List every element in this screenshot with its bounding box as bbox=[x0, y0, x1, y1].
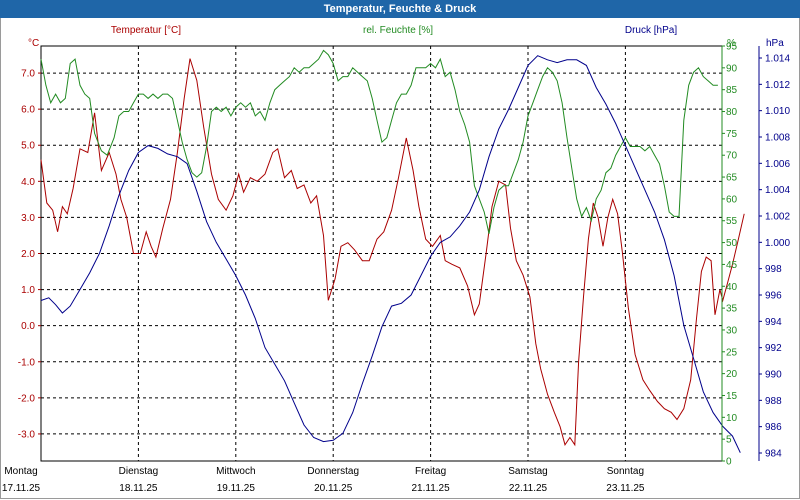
pressure-tick-label: 994 bbox=[765, 317, 782, 328]
temperature-tick-label: 2.0 bbox=[21, 249, 35, 260]
x-day-label: Samstag bbox=[508, 466, 547, 477]
x-date-label: 23.11.25 bbox=[606, 483, 645, 494]
pressure-tick-label: 1.010 bbox=[765, 106, 790, 117]
pressure-tick-label: 992 bbox=[765, 343, 782, 354]
temperature-tick-label: 3.0 bbox=[21, 213, 35, 224]
grid-lines bbox=[40, 45, 723, 462]
humidity-tick-label: 55 bbox=[726, 216, 738, 227]
chart-svg: 7.0 6.0 5.0 4.0 3.0 2.0 1.0 0.0 -1.0 -2.0 -3.0 °C Te… bbox=[2, 25, 791, 494]
x-date-label: 18.11.25 bbox=[119, 483, 158, 494]
pressure-tick-label: 990 bbox=[765, 370, 782, 381]
temperature-tick-label: -2.0 bbox=[18, 393, 36, 404]
data-series bbox=[40, 49, 745, 453]
series-line-temperature bbox=[40, 58, 745, 447]
x-day-label: Mittwoch bbox=[216, 466, 255, 477]
humidity-tick-label: 90 bbox=[726, 63, 738, 74]
humidity-tick-label: 0 bbox=[726, 457, 732, 468]
x-day-label: Freitag bbox=[415, 466, 446, 477]
humidity-tick-label: 65 bbox=[726, 173, 738, 184]
humidity-tick-label: 75 bbox=[726, 129, 738, 140]
pressure-tick-label: 1.014 bbox=[765, 54, 790, 65]
humidity-tick-label: 45 bbox=[726, 260, 738, 271]
temperature-tick-label: 5.0 bbox=[21, 141, 35, 152]
humidity-tick-label: 95 bbox=[726, 42, 738, 53]
humidity-axis-title: rel. Feuchte [%] bbox=[363, 25, 433, 36]
x-day-label: Donnerstag bbox=[307, 466, 359, 477]
temperature-tick-label: 4.0 bbox=[21, 177, 35, 188]
humidity-tick-label: 20 bbox=[726, 369, 738, 380]
temperature-unit-label: °C bbox=[28, 38, 39, 49]
temperature-tick-label: 0.0 bbox=[21, 321, 35, 332]
temperature-tick-label: 7.0 bbox=[21, 69, 35, 80]
pressure-tick-label: 988 bbox=[765, 396, 782, 407]
x-day-label: Sonntag bbox=[607, 466, 644, 477]
temperature-axis-title: Temperatur [°C] bbox=[111, 25, 181, 36]
humidity-unit-label: % bbox=[727, 38, 736, 49]
temperature-tick-label: -1.0 bbox=[18, 357, 36, 368]
pressure-tick-label: 1.012 bbox=[765, 80, 790, 91]
humidity-tick-label: 25 bbox=[726, 347, 738, 358]
x-day-label: Dienstag bbox=[119, 466, 158, 477]
pressure-tick-label: 986 bbox=[765, 422, 782, 433]
humidity-tick-label: 50 bbox=[726, 238, 738, 249]
x-date-label: 17.11.25 bbox=[2, 483, 41, 494]
humidity-tick-label: 40 bbox=[726, 282, 738, 293]
axes: 7.0 6.0 5.0 4.0 3.0 2.0 1.0 0.0 -1.0 -2.0 -3.0 °C Te… bbox=[2, 25, 791, 494]
x-date-label: 21.11.25 bbox=[412, 483, 451, 494]
humidity-tick-label: 35 bbox=[726, 304, 738, 315]
x-date-label: 20.11.25 bbox=[314, 483, 353, 494]
humidity-tick-label: 15 bbox=[726, 391, 738, 402]
pressure-tick-label: 996 bbox=[765, 291, 782, 302]
chart-frame: 7.0 6.0 5.0 4.0 3.0 2.0 1.0 0.0 -1.0 -2.0 -3.0 °C Te… bbox=[0, 18, 800, 499]
humidity-tick-label: 80 bbox=[726, 107, 738, 118]
pressure-tick-label: 984 bbox=[765, 449, 782, 460]
temperature-tick-label: 6.0 bbox=[21, 105, 35, 116]
humidity-tick-label: 30 bbox=[726, 325, 738, 336]
humidity-tick-label: 5 bbox=[726, 435, 732, 446]
pressure-axis-title: Druck [hPa] bbox=[625, 25, 677, 36]
pressure-tick-label: 998 bbox=[765, 264, 782, 275]
temperature-tick-label: 1.0 bbox=[21, 285, 35, 296]
humidity-tick-label: 10 bbox=[726, 413, 738, 424]
series-line-pressure bbox=[40, 55, 741, 453]
pressure-tick-label: 1.000 bbox=[765, 238, 790, 249]
pressure-tick-label: 1.002 bbox=[765, 212, 790, 223]
series-line-humidity bbox=[40, 49, 718, 234]
x-date-label: 19.11.25 bbox=[217, 483, 256, 494]
pressure-tick-label: 1.004 bbox=[765, 185, 790, 196]
humidity-tick-label: 85 bbox=[726, 85, 738, 96]
chart-title: Temperatur, Feuchte & Druck bbox=[0, 0, 800, 18]
pressure-unit-label: hPa bbox=[766, 38, 784, 49]
humidity-tick-label: 70 bbox=[726, 151, 738, 162]
pressure-tick-label: 1.008 bbox=[765, 133, 790, 144]
pressure-tick-label: 1.006 bbox=[765, 159, 790, 170]
x-date-label: 22.11.25 bbox=[509, 483, 548, 494]
x-day-label: Montag bbox=[4, 466, 37, 477]
temperature-tick-label: -3.0 bbox=[18, 429, 36, 440]
humidity-tick-label: 60 bbox=[726, 194, 738, 205]
